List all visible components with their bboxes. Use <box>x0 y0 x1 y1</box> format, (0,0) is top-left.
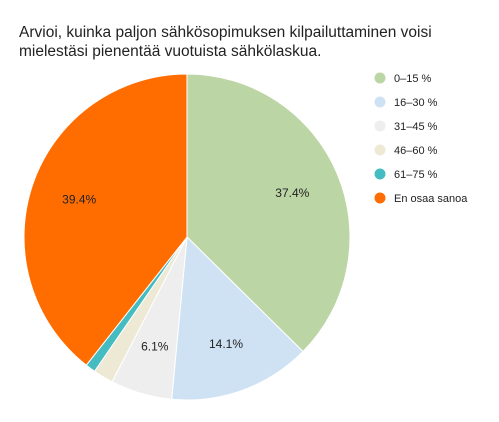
legend-label-0-15: 0–15 % <box>394 73 432 85</box>
pie-slice-16-30 <box>171 235 304 401</box>
legend-label-61-75: 61–75 % <box>394 169 438 181</box>
legend-swatch-31-45 <box>374 120 386 132</box>
legend-label-31-45: 31–45 % <box>394 121 438 133</box>
slice-value-label-31-45: 6.1% <box>141 340 169 354</box>
legend-swatch-en-osaa-sanoa <box>374 192 386 204</box>
chart-title-line-2: mielestäsi pienentää vuotuista sähkölask… <box>19 43 321 60</box>
legend-label-46-60: 46–60 % <box>394 145 438 157</box>
slice-value-label-0-15: 37.4% <box>275 186 309 200</box>
legend-item-0-15: 0–15 % <box>374 72 432 85</box>
legend: 0–15 % 16–30 % 31–45 % 46–60 % 61–75 % En osa… <box>374 72 468 205</box>
legend-label-16-30: 16–30 % <box>394 97 438 109</box>
legend-item-46-60: 46–60 % <box>374 144 438 157</box>
chart-title: Arvioi, kuinka paljon sähkösopimuksen ki… <box>19 24 432 60</box>
pie-slice-en-osaa-sanoa <box>23 73 188 366</box>
legend-item-61-75: 61–75 % <box>374 168 438 181</box>
pie-slice-labels: 37.4% 14.1% 6.1% 39.4% <box>62 186 309 354</box>
legend-swatch-46-60 <box>374 144 386 156</box>
legend-item-31-45: 31–45 % <box>374 120 438 133</box>
legend-swatch-16-30 <box>374 96 386 108</box>
slice-value-label-16-30: 14.1% <box>209 337 243 351</box>
pie-slice-0-15 <box>186 73 351 353</box>
legend-item-16-30: 16–30 % <box>374 96 438 109</box>
legend-swatch-0-15 <box>374 72 386 84</box>
pie-slices <box>23 73 351 401</box>
legend-swatch-61-75 <box>374 168 386 180</box>
legend-item-en-osaa-sanoa: En osaa sanoa <box>374 192 468 205</box>
slice-value-label-en-osaa-sanoa: 39.4% <box>62 193 96 207</box>
legend-label-en-osaa-sanoa: En osaa sanoa <box>394 193 468 205</box>
chart-title-line-1: Arvioi, kuinka paljon sähkösopimuksen ki… <box>19 24 432 41</box>
